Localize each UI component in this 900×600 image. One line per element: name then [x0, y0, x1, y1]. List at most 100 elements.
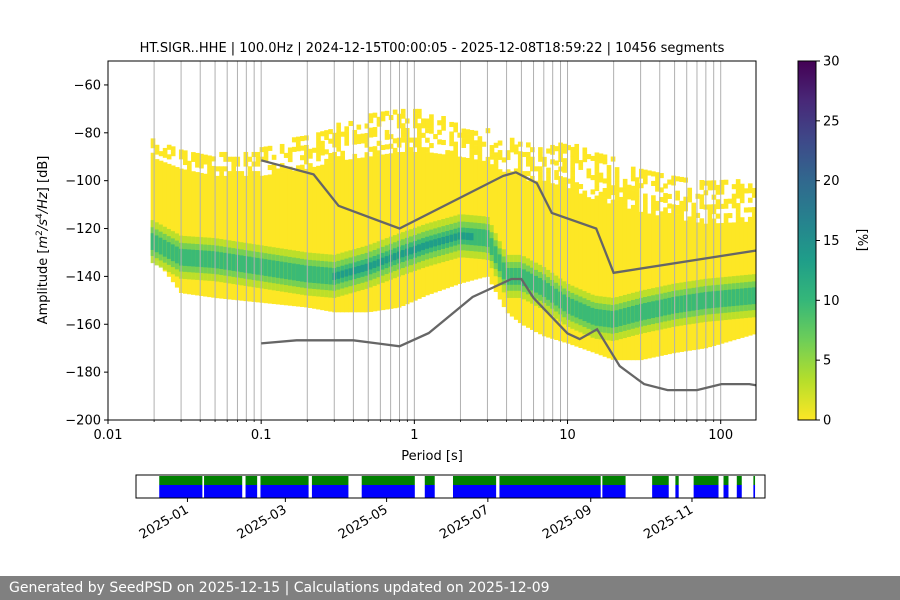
- density-column: [630, 209, 636, 361]
- density-cell: [219, 171, 224, 177]
- density-cell: [412, 123, 418, 129]
- density-cell: [723, 203, 729, 209]
- density-cell: [372, 112, 378, 118]
- density-peak: [457, 232, 463, 240]
- density-peak: [433, 239, 438, 247]
- density-cell: [477, 136, 483, 142]
- density-column: [219, 175, 224, 299]
- density-cell: [651, 209, 656, 215]
- density-peak: [372, 260, 378, 268]
- density-cell: [574, 182, 580, 188]
- density-column: [582, 195, 588, 350]
- density-cell: [308, 153, 313, 159]
- density-cell: [485, 128, 491, 134]
- density-cell: [675, 176, 680, 182]
- density-cell: [469, 144, 475, 150]
- density-cell: [255, 156, 261, 162]
- density-column: [162, 162, 168, 272]
- density-cell: [304, 135, 309, 141]
- density-cell: [449, 136, 454, 142]
- density-cell: [743, 207, 749, 213]
- y-tick-label: −80: [74, 126, 101, 141]
- density-band: [308, 265, 313, 283]
- density-cell: [699, 180, 705, 186]
- density-cell: [372, 146, 378, 152]
- density-column: [207, 174, 212, 298]
- density-cell: [376, 121, 382, 127]
- density-cell: [731, 193, 737, 199]
- density-cell: [417, 132, 422, 138]
- density-cell: [223, 156, 228, 162]
- density-cell: [469, 134, 475, 140]
- density-cell: [304, 154, 309, 160]
- density-cell: [400, 123, 406, 129]
- density-cell: [412, 137, 418, 143]
- density-cell: [429, 143, 434, 149]
- noise-models: [260, 159, 756, 392]
- density-cell: [477, 145, 483, 151]
- density-column: [320, 164, 325, 311]
- density-cell: [663, 193, 668, 199]
- density-cell: [453, 122, 458, 128]
- density-cell: [679, 176, 684, 183]
- density-column: [360, 157, 366, 313]
- density-column: [231, 175, 237, 300]
- density-cell: [618, 187, 624, 193]
- density-cell: [352, 139, 358, 145]
- density-cell: [634, 191, 640, 197]
- density-cell: [215, 166, 220, 172]
- density-band: [477, 229, 483, 246]
- density-cell: [429, 123, 434, 129]
- density-cell: [570, 185, 576, 191]
- density-cell: [691, 202, 697, 208]
- density-cell: [461, 142, 467, 148]
- density-cell: [715, 213, 721, 219]
- density-cell: [340, 155, 345, 161]
- density-cell: [513, 149, 519, 155]
- density-cell: [231, 161, 237, 167]
- density-cell: [400, 132, 406, 138]
- density-column: [574, 191, 580, 347]
- density-band: [263, 259, 269, 276]
- density-cell: [602, 178, 608, 184]
- density-cell: [671, 209, 676, 215]
- density-cell: [191, 152, 196, 158]
- colorbar-tick-label: 30: [823, 55, 840, 70]
- density-cell: [223, 166, 228, 172]
- density-cell: [667, 193, 672, 199]
- density-band: [231, 254, 237, 271]
- density-cell: [655, 200, 660, 206]
- density-cell: [739, 183, 745, 189]
- density-cell: [630, 166, 636, 172]
- density-cell: [699, 199, 705, 205]
- y-axis-label: Amplitude [m2/s4/Hz] [dB]: [35, 156, 51, 325]
- density-band: [699, 292, 705, 310]
- colorbar-ticks: 0 5 10 15 20 25 30: [816, 55, 840, 429]
- density-band: [695, 293, 701, 310]
- density-cell: [554, 174, 559, 180]
- density-cell: [695, 212, 701, 218]
- density-cell: [513, 144, 519, 150]
- density-cell: [598, 196, 604, 202]
- density-cell: [659, 196, 664, 203]
- density-cell: [187, 165, 192, 171]
- density-cell: [150, 152, 156, 158]
- density-cell: [663, 212, 668, 218]
- density-cell: [687, 192, 693, 198]
- density-cell: [170, 151, 176, 157]
- density-cell: [497, 154, 503, 160]
- density-band: [747, 287, 753, 305]
- density-cell: [211, 170, 216, 176]
- density-cell: [182, 150, 188, 156]
- density-cell: [638, 168, 644, 174]
- density-cell: [344, 131, 350, 137]
- density-cell: [380, 116, 386, 122]
- density-band: [312, 266, 317, 283]
- density-cell: [618, 201, 624, 207]
- density-cell: [671, 180, 676, 186]
- density-cell: [630, 171, 636, 177]
- density-band: [626, 307, 632, 324]
- density-cell: [392, 109, 398, 115]
- density-cell: [747, 188, 753, 194]
- density-cell: [554, 146, 559, 152]
